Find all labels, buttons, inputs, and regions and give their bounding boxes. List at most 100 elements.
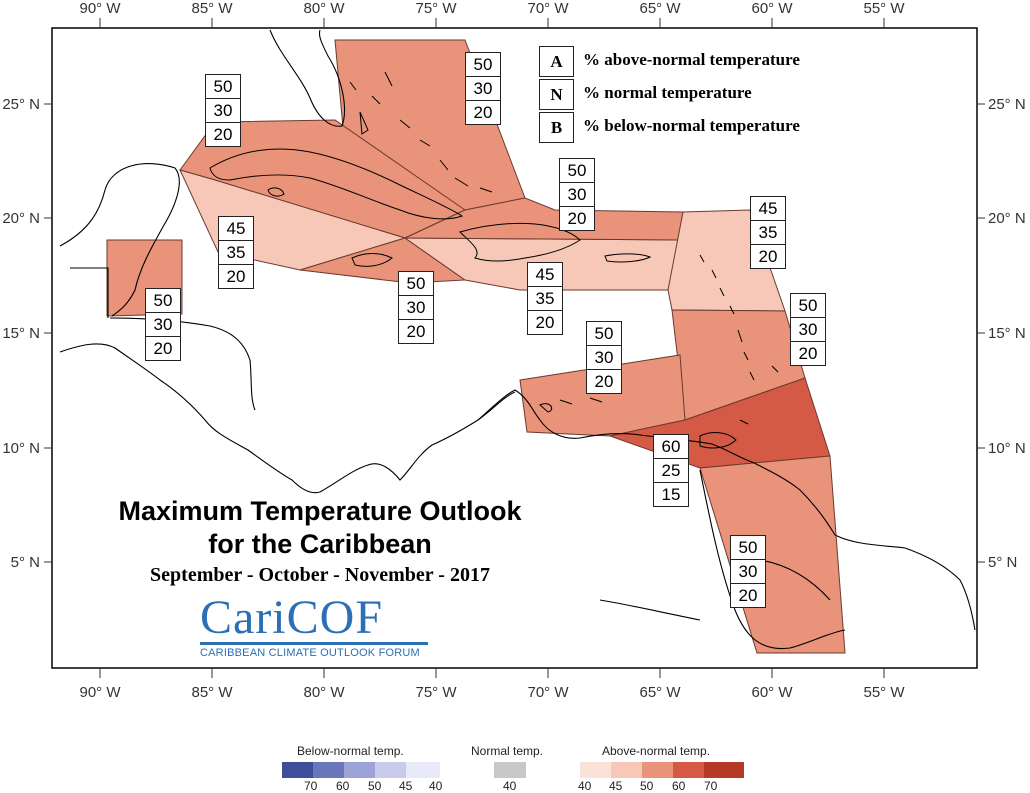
prob-above: 45	[219, 217, 253, 241]
colorbar-label: 40	[503, 779, 517, 793]
central-america-coast	[59, 343, 516, 494]
islands	[209, 71, 779, 449]
lat-labels-right: 25° N 20° N 15° N 10° N 5° N	[988, 96, 1026, 571]
colorbar-swatch-below	[375, 762, 406, 778]
prob-normal: 30	[399, 296, 433, 320]
lon-label-top: 85° W	[191, 0, 233, 17]
key-letter: N	[539, 79, 574, 110]
lat-label-right: 5° N	[988, 554, 1017, 571]
coastlines	[59, 29, 976, 650]
prob-normal: 30	[731, 560, 765, 584]
prob-below: 20	[567, 209, 587, 228]
lon-label-top: 70° W	[527, 0, 569, 17]
lon-label-top: 60° W	[751, 0, 793, 17]
colorbar-swatch-above	[673, 762, 704, 778]
prob-normal: 25	[654, 459, 688, 483]
colorbar-swatch-above	[580, 762, 611, 778]
lat-label-left: 5° N	[11, 554, 40, 571]
prob-box-belize: 50 30 20	[145, 288, 181, 361]
logo-rule	[200, 642, 428, 645]
colorbar-label: 45	[609, 779, 623, 793]
colorbar-title-normal: Normal temp.	[471, 744, 544, 758]
prob-box-western-caribbean: 45 35 20	[218, 216, 254, 289]
hispaniola-island	[459, 222, 581, 262]
key-text: % above-normal temperature	[583, 50, 800, 69]
colorbar-label: 40	[429, 779, 443, 793]
puerto-rico-island	[604, 253, 652, 263]
florida-coast	[269, 29, 345, 127]
prob-normal: 35	[528, 287, 562, 311]
prob-box-hispaniola-pr: 45 35 20	[527, 262, 563, 335]
colorbar-label: 50	[640, 779, 654, 793]
key-letter: A	[539, 46, 574, 77]
bahamas-islands	[349, 71, 493, 193]
lon-label-bottom: 60° W	[751, 684, 793, 701]
colorbar-label: 50	[368, 779, 382, 793]
prob-normal: 35	[219, 241, 253, 265]
colorbar-swatch-below	[406, 762, 440, 778]
prob-box-north-hispaniola: 50 30 20	[559, 158, 595, 231]
lon-labels-bottom: 90° W 85° W 80° W 75° W 70° W 65° W 60° …	[79, 684, 905, 701]
south-america-interior	[599, 469, 846, 650]
lon-label-bottom: 70° W	[527, 684, 569, 701]
yucatan-coast	[59, 163, 180, 317]
colorbar-swatch-above	[704, 762, 744, 778]
prob-below: 20	[535, 313, 555, 332]
colorbar-title-below: Below-normal temp.	[297, 744, 404, 758]
colombia-coast	[477, 389, 641, 439]
guianas-coast	[834, 534, 976, 631]
colorbar-label: 70	[304, 779, 318, 793]
lon-label-bottom: 55° W	[863, 684, 905, 701]
cuba-island	[209, 148, 464, 220]
lon-label-bottom: 85° W	[191, 684, 233, 701]
prob-box-cuba: 50 30 20	[205, 74, 241, 147]
prob-normal: 30	[466, 77, 500, 101]
prob-box-bahamas: 50 30 20	[465, 52, 501, 125]
prob-normal: 30	[146, 313, 180, 337]
prob-above: 50	[146, 289, 180, 313]
prob-above: 45	[751, 197, 785, 221]
prob-box-windward-islands: 50 30 20	[790, 293, 826, 366]
lat-label-right: 20° N	[988, 210, 1026, 227]
prob-above: 60	[654, 435, 688, 459]
prob-below: 20	[226, 267, 246, 286]
colorbar-label: 60	[672, 779, 686, 793]
abc-islands-shapes	[539, 397, 603, 413]
colorbar-swatch-below	[313, 762, 344, 778]
lon-label-bottom: 90° W	[79, 684, 121, 701]
prob-normal: 35	[751, 221, 785, 245]
prob-box-guianas: 50 30 20	[730, 535, 766, 608]
prob-above: 50	[466, 53, 500, 77]
map-title-line2: for the Caribbean	[208, 529, 432, 559]
prob-below: 20	[406, 322, 426, 341]
lat-label-right: 15° N	[988, 325, 1026, 342]
key-text: % below-normal temperature	[583, 116, 800, 135]
prob-above: 50	[587, 322, 621, 346]
prob-above: 50	[399, 272, 433, 296]
lat-labels-left: 25° N 20° N 15° N 10° N 5° N	[2, 96, 40, 571]
lon-label-top: 75° W	[415, 0, 457, 17]
map-title: Maximum Temperature Outlook	[118, 496, 522, 526]
colorbar-label: 60	[336, 779, 350, 793]
lat-label-right: 25° N	[988, 96, 1026, 113]
logo-wordmark: CariCOF	[200, 591, 384, 644]
lon-label-top: 80° W	[303, 0, 345, 17]
prob-normal: 30	[791, 318, 825, 342]
prob-below: 20	[473, 103, 493, 122]
key-text: % normal temperature	[583, 83, 752, 102]
lon-ticks-top	[44, 18, 985, 678]
prob-box-abc-islands: 50 30 20	[586, 321, 622, 394]
colorbar-label: 40	[578, 779, 592, 793]
season-label: September - October - November - 2017	[150, 564, 490, 586]
mexico-border	[70, 267, 109, 318]
colorbar-swatch-normal	[494, 762, 526, 778]
logo-subtitle: CARIBBEAN CLIMATE OUTLOOK FORUM	[200, 647, 420, 659]
prob-below: 20	[798, 344, 818, 363]
colorbar-label: 70	[704, 779, 718, 793]
prob-normal: 30	[560, 183, 594, 207]
prob-box-jamaica: 50 30 20	[398, 271, 434, 344]
lat-label-left: 15° N	[2, 325, 40, 342]
key-letter: B	[539, 112, 574, 143]
trinidad-island	[699, 419, 749, 449]
